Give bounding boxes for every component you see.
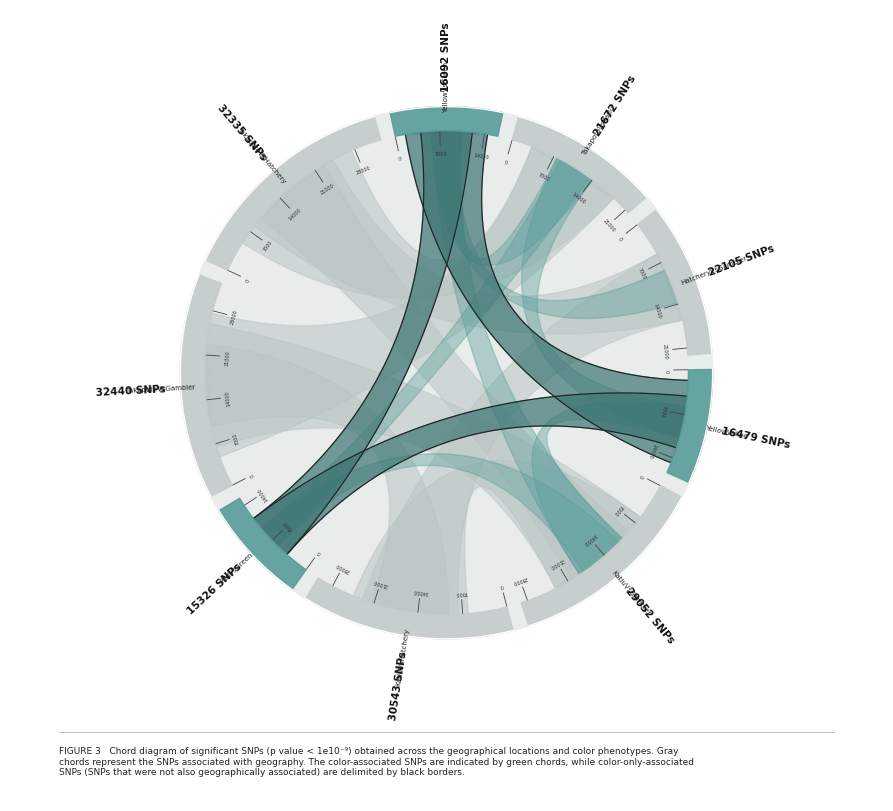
Text: 0: 0	[638, 473, 643, 478]
Polygon shape	[205, 118, 381, 271]
Text: 15326 SNPs: 15326 SNPs	[186, 560, 244, 616]
Text: 7000: 7000	[263, 238, 274, 252]
Text: 14000: 14000	[256, 486, 270, 501]
Text: 14000: 14000	[652, 303, 662, 320]
Text: 21000: 21000	[602, 218, 616, 234]
Text: 7000: 7000	[455, 589, 468, 594]
Text: 0: 0	[617, 236, 622, 242]
Text: 7000: 7000	[282, 519, 295, 531]
Polygon shape	[522, 158, 686, 438]
Text: 0: 0	[398, 157, 402, 162]
Polygon shape	[204, 148, 613, 457]
Text: 14000: 14000	[413, 587, 429, 594]
Text: 28000: 28000	[230, 309, 239, 325]
Text: 0: 0	[504, 160, 508, 165]
Text: RedVsGreen: RedVsGreen	[219, 551, 255, 585]
Polygon shape	[390, 108, 503, 137]
Polygon shape	[261, 454, 619, 573]
Polygon shape	[431, 131, 593, 266]
Polygon shape	[363, 255, 682, 615]
Text: 0: 0	[499, 582, 504, 588]
Text: KatiuVsHatchery: KatiuVsHatchery	[396, 627, 411, 685]
Text: 28000: 28000	[335, 560, 351, 573]
Text: 28000: 28000	[512, 575, 528, 585]
Text: TakapotoVsHatchery: TakapotoVsHatchery	[236, 126, 287, 184]
Text: 21672 SNPs: 21672 SNPs	[592, 74, 638, 139]
Text: 21000: 21000	[549, 556, 565, 569]
Polygon shape	[204, 324, 640, 589]
Text: 7000: 7000	[232, 431, 241, 444]
Polygon shape	[512, 118, 647, 214]
Polygon shape	[219, 499, 306, 590]
Text: TakapotoVsGambier: TakapotoVsGambier	[126, 384, 196, 393]
Text: 0: 0	[316, 549, 322, 555]
Text: 14000: 14000	[225, 390, 232, 406]
Polygon shape	[204, 345, 449, 615]
Polygon shape	[638, 210, 712, 355]
Text: 14000: 14000	[473, 153, 489, 161]
Text: 30543 SNPs: 30543 SNPs	[388, 650, 409, 721]
Text: 16092 SNPs: 16092 SNPs	[441, 23, 452, 92]
Polygon shape	[532, 402, 686, 575]
Text: 16479 SNPs: 16479 SNPs	[721, 426, 791, 450]
Text: 21000: 21000	[662, 343, 668, 358]
Polygon shape	[434, 131, 678, 319]
Polygon shape	[254, 131, 472, 555]
Polygon shape	[405, 131, 689, 463]
Text: 14000: 14000	[647, 442, 657, 458]
Text: 14000: 14000	[571, 191, 587, 205]
Text: 14000: 14000	[582, 532, 597, 546]
Polygon shape	[354, 461, 640, 615]
Text: 7000: 7000	[637, 267, 647, 280]
Text: 7000: 7000	[434, 152, 446, 157]
Text: 32335 SNPs: 32335 SNPs	[215, 103, 268, 162]
Text: 7000: 7000	[613, 503, 624, 516]
Text: 0: 0	[249, 473, 255, 478]
Circle shape	[180, 108, 713, 639]
Polygon shape	[522, 486, 681, 626]
Polygon shape	[667, 370, 713, 483]
Polygon shape	[261, 165, 629, 580]
Polygon shape	[431, 131, 622, 575]
Text: FIGURE 3   Chord diagram of significant SNPs (p value < 1e10⁻⁹) obtained across : FIGURE 3 Chord diagram of significant SN…	[60, 746, 695, 776]
Text: 21000: 21000	[319, 183, 335, 195]
Text: 21000: 21000	[372, 577, 388, 587]
Text: TakapotoVsKatiu: TakapotoVsKatiu	[581, 105, 617, 157]
Polygon shape	[305, 578, 513, 639]
Text: 0: 0	[245, 278, 251, 283]
Polygon shape	[242, 148, 613, 298]
Text: 0: 0	[663, 369, 668, 372]
Text: 28000: 28000	[355, 165, 371, 176]
Text: 29052 SNPs: 29052 SNPs	[623, 585, 676, 645]
Text: YellowVsGreen: YellowVsGreen	[444, 62, 449, 113]
Polygon shape	[255, 160, 682, 334]
Text: YellowVsRed: YellowVsRed	[705, 424, 748, 440]
Text: 21000: 21000	[225, 350, 230, 365]
Polygon shape	[261, 160, 590, 547]
Text: 32440 SNPs: 32440 SNPs	[96, 384, 166, 397]
Text: 7000: 7000	[538, 172, 551, 182]
Polygon shape	[180, 276, 232, 497]
Text: 14000: 14000	[288, 208, 303, 222]
Polygon shape	[254, 393, 688, 555]
Text: 7000: 7000	[659, 405, 666, 418]
Text: HatcheryVsGambier: HatcheryVsGambier	[680, 255, 747, 286]
Text: 22105 SNPs: 22105 SNPs	[707, 243, 776, 277]
Text: KatiuVsGambier: KatiuVsGambier	[611, 569, 651, 616]
